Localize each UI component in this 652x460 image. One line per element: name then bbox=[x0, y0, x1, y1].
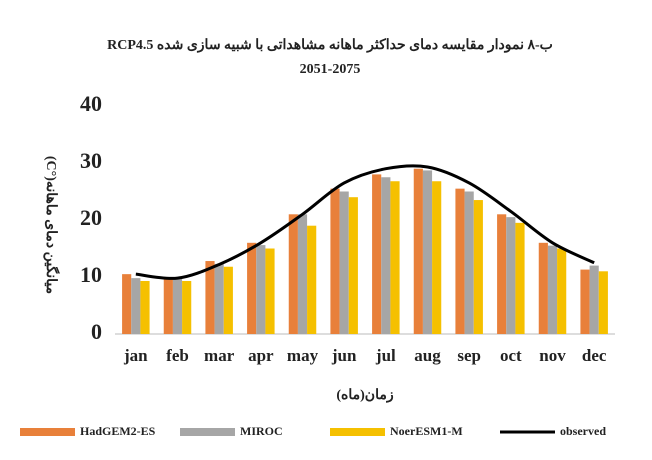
bar bbox=[339, 191, 349, 334]
bar bbox=[422, 170, 433, 334]
bar bbox=[381, 177, 391, 334]
bar bbox=[205, 261, 215, 334]
x-tick-label: jan bbox=[123, 346, 148, 365]
bar bbox=[464, 191, 474, 334]
bar bbox=[348, 197, 358, 334]
bar bbox=[506, 217, 516, 334]
bar bbox=[214, 263, 224, 334]
legend-label: MIROC bbox=[240, 424, 283, 438]
bar bbox=[163, 278, 173, 334]
x-tick-label: apr bbox=[248, 346, 274, 365]
legend-swatch bbox=[180, 428, 235, 436]
bar bbox=[307, 225, 317, 334]
x-tick-label: may bbox=[287, 346, 319, 365]
bar bbox=[330, 188, 340, 334]
y-tick-label: 0 bbox=[91, 319, 102, 344]
x-tick-label: mar bbox=[204, 346, 235, 365]
bar bbox=[256, 245, 266, 334]
bar bbox=[589, 265, 599, 334]
x-tick-label: feb bbox=[166, 346, 189, 365]
x-axis-label: زمان(ماه) bbox=[336, 388, 393, 403]
y-tick-label: 20 bbox=[80, 205, 102, 230]
bar bbox=[265, 248, 275, 334]
bar bbox=[122, 274, 132, 334]
bar bbox=[372, 174, 382, 334]
y-axis-label: میانگین دمای ماهانه(°C) bbox=[43, 156, 60, 294]
bar bbox=[515, 222, 525, 334]
bar bbox=[538, 242, 548, 334]
bar bbox=[497, 214, 507, 334]
legend-label: NoerESM1-M bbox=[390, 424, 463, 438]
line bbox=[135, 164, 595, 280]
bar bbox=[297, 214, 308, 334]
y-tick-label: 40 bbox=[80, 91, 102, 116]
bar bbox=[455, 188, 465, 334]
bar bbox=[598, 271, 608, 334]
bar bbox=[557, 248, 567, 334]
legend-label: observed bbox=[560, 424, 606, 438]
bar bbox=[172, 278, 183, 334]
x-tick-label: jul bbox=[375, 346, 396, 365]
x-tick-label: dec bbox=[582, 346, 607, 365]
bar bbox=[182, 280, 192, 334]
bar bbox=[288, 214, 298, 334]
bar bbox=[131, 278, 141, 334]
x-tick-label: nov bbox=[539, 346, 566, 365]
chart-subtitle: 2051-2075 bbox=[300, 62, 361, 77]
legend-swatch bbox=[20, 428, 75, 436]
y-tick-label: 30 bbox=[80, 148, 102, 173]
bar bbox=[390, 181, 400, 334]
bar bbox=[223, 266, 233, 334]
bar bbox=[432, 181, 442, 334]
legend-swatch bbox=[330, 428, 385, 436]
bar bbox=[413, 168, 423, 334]
y-tick-label: 10 bbox=[80, 262, 102, 287]
bar bbox=[580, 269, 590, 334]
chart-title: ب-۸ نمودار مقایسه دمای حداکثر ماهانه مشا… bbox=[107, 37, 553, 53]
bar bbox=[140, 280, 150, 334]
x-tick-label: oct bbox=[500, 346, 522, 365]
x-tick-label: jun bbox=[331, 346, 357, 365]
bar bbox=[473, 200, 483, 334]
bar bbox=[247, 242, 257, 334]
x-tick-label: sep bbox=[457, 346, 481, 365]
legend-label: HadGEM2-ES bbox=[80, 424, 156, 438]
x-tick-label: aug bbox=[414, 346, 441, 365]
bar bbox=[547, 245, 558, 334]
